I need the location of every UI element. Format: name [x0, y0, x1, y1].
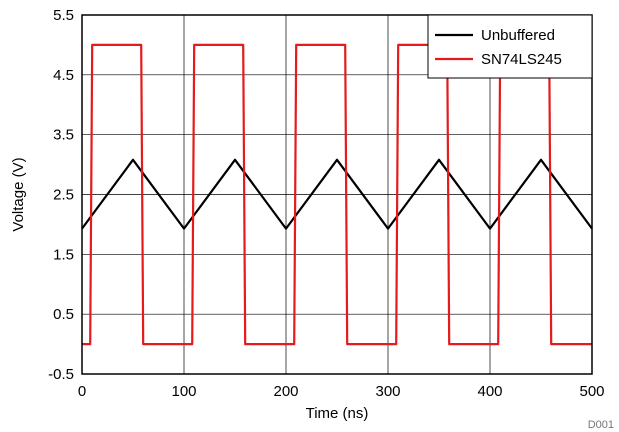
- plot-frame: [81, 14, 593, 375]
- x-tick-label: 200: [273, 383, 298, 400]
- x-tick-label: 100: [171, 383, 196, 400]
- y-tick-label: -0.5: [48, 366, 74, 383]
- y-axis-label: Voltage (V): [10, 157, 27, 231]
- y-tick-label: 2.5: [53, 187, 74, 204]
- x-axis-label: Time (ns): [306, 405, 369, 422]
- x-tick-labels: 0 100 200 300 400 500: [78, 383, 605, 400]
- y-tick-labels: -0.5 0.5 1.5 2.5 3.5 4.5 5.5: [48, 7, 74, 383]
- x-tick-label: 400: [477, 383, 502, 400]
- legend-box: [427, 14, 593, 79]
- y-tick-label: 3.5: [53, 127, 74, 144]
- legend-label-sn74ls245: SN74LS245: [481, 51, 562, 68]
- series-lines: [81, 43, 593, 346]
- series-line-sn74ls245: [82, 43, 592, 346]
- y-tick-label: 5.5: [53, 7, 74, 24]
- series-line-unbuffered: [81, 158, 593, 230]
- y-tick-label: 0.5: [53, 306, 74, 323]
- x-tick-label: 300: [375, 383, 400, 400]
- legend: Unbuffered SN74LS245: [427, 14, 593, 79]
- x-tick-label: 0: [78, 383, 86, 400]
- y-tick-label: 4.5: [53, 67, 74, 84]
- x-tick-label: 500: [579, 383, 604, 400]
- figure-id: D001: [588, 419, 614, 431]
- legend-label-unbuffered: Unbuffered: [481, 27, 555, 44]
- y-tick-label: 1.5: [53, 246, 74, 263]
